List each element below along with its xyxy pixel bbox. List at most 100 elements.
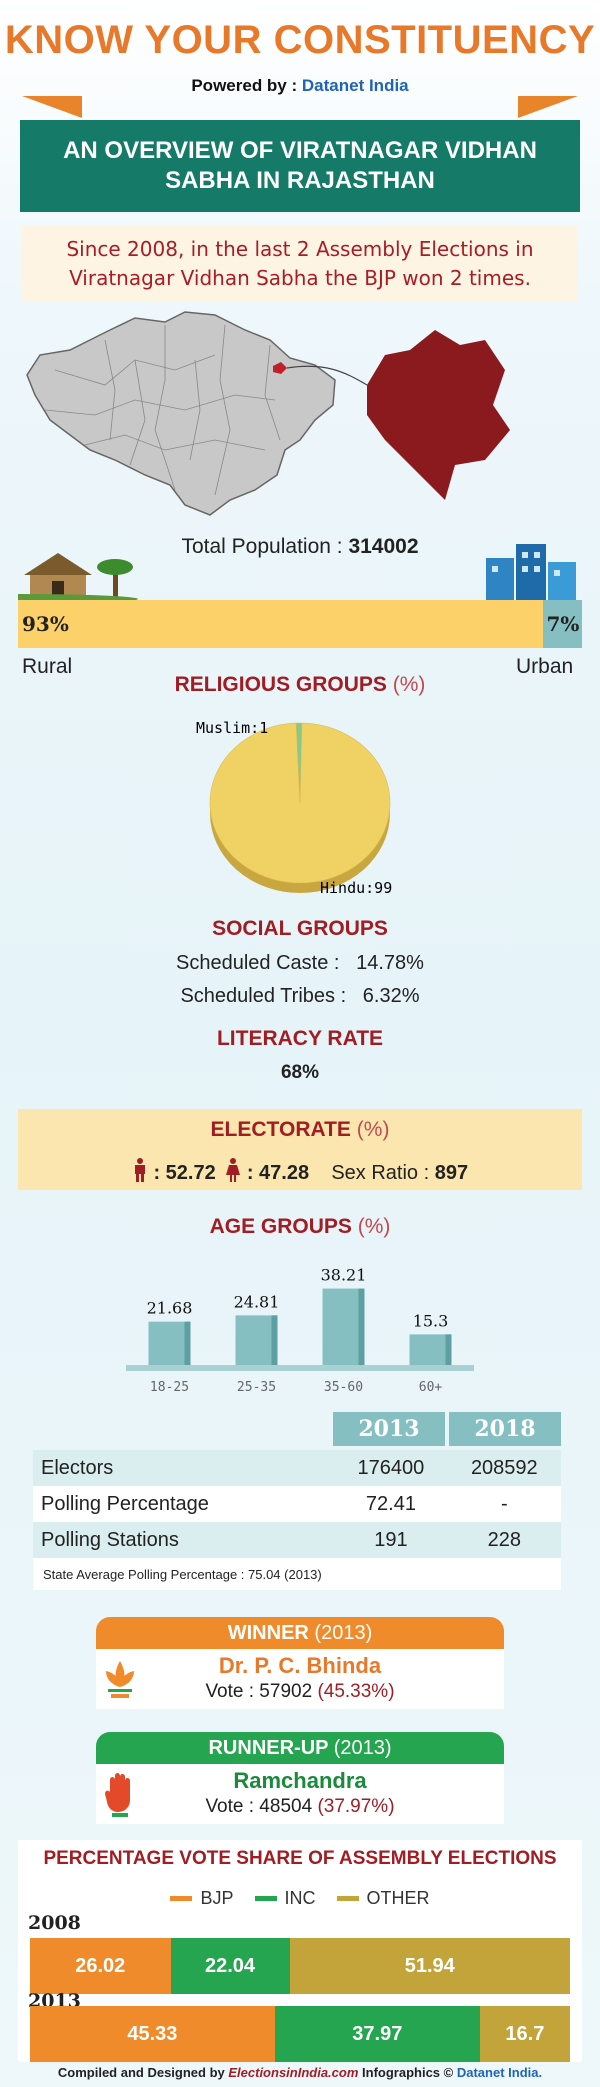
ribbon-left-corner	[22, 96, 82, 118]
age-bar	[235, 1315, 278, 1365]
bjp-lotus-icon	[106, 1661, 134, 1698]
summary-line-2: Viratnagar Vidhan Sabha the BJP won 2 ti…	[69, 266, 531, 290]
table-header-2013: 2013	[333, 1412, 445, 1446]
religious-groups-heading: RELIGIOUS GROUPS (%)	[0, 673, 600, 697]
table-row-label: Electors	[41, 1456, 114, 1479]
summary-line-1: Since 2008, in the last 2 Assembly Elect…	[66, 237, 534, 261]
table-header-2018: 2018	[449, 1412, 561, 1446]
legend-label-inc: INC	[284, 1888, 316, 1908]
electorate-heading: ELECTORATE (%)	[0, 1118, 600, 1142]
electorate-figures: : 52.72 : 47.28 Sex Ratio : 897	[0, 1158, 600, 1185]
powered-by-label: Powered by :	[191, 76, 298, 95]
table-cell-2018: 228	[487, 1528, 521, 1551]
footer-brand: Datanet India.	[456, 2065, 543, 2080]
footer-credit: Compiled and Designed by ElectionsinIndi…	[0, 2065, 600, 2080]
runner-up-vote: Vote : 48504 (37.97%)	[96, 1796, 504, 1818]
rural-pct-label: 93%	[22, 612, 69, 636]
winner-vote-pct: (45.33%)	[317, 1681, 395, 1702]
vote-share-segment-inc: 37.97	[274, 2006, 480, 2062]
total-population: Total Population : 314002	[0, 535, 600, 559]
religious-groups-title: RELIGIOUS GROUPS	[174, 673, 387, 696]
pie-label-muslim: Muslim:1	[196, 719, 268, 737]
winner-card: WINNER (2013) Dr. P. C. Bhinda Vote : 57…	[96, 1617, 504, 1709]
connector-line	[286, 365, 368, 386]
constituency-shape	[367, 330, 510, 500]
table-cell-2013: 191	[374, 1528, 408, 1551]
overview-banner: AN OVERVIEW OF VIRATNAGAR VIDHAN SABHA I…	[20, 120, 580, 212]
age-bar-shade	[445, 1334, 452, 1365]
footer-prefix: Compiled and Designed by	[57, 2065, 225, 2080]
winner-vote-count: Vote : 57902	[205, 1681, 313, 1702]
literacy-heading: LITERACY RATE	[216, 1027, 384, 1050]
runner-up-vote-pct: (37.97%)	[317, 1796, 395, 1817]
age-tick-label: 18-25	[150, 1380, 189, 1395]
rural-label: Rural	[22, 655, 73, 678]
age-bar-shade	[271, 1315, 278, 1365]
age-tick-label: 60+	[419, 1380, 443, 1395]
urban-bar: 7%	[542, 600, 582, 648]
vote-share-bar-2013: 45.33 37.97 16.7	[30, 2006, 570, 2062]
scheduled-tribes-row: Scheduled Tribes : 6.32%	[0, 985, 600, 1008]
winner-year: (2013)	[314, 1622, 373, 1644]
total-population-label: Total Population :	[181, 535, 343, 558]
age-tick-label: 25-35	[237, 1380, 276, 1395]
vote-share-segment-other: 51.94	[289, 1938, 570, 1994]
rajasthan-map	[26, 311, 510, 516]
religious-groups-unit: (%)	[392, 673, 426, 696]
age-bar-shade	[358, 1288, 365, 1365]
social-groups-heading: SOCIAL GROUPS	[212, 917, 388, 940]
runner-up-name: Ramchandra	[233, 1768, 367, 1793]
pie-label-hindu: Hindu:99	[320, 879, 392, 897]
scheduled-tribes-label: Scheduled Tribes :	[180, 985, 347, 1007]
year-label-2008: 2008	[28, 1912, 81, 1934]
page-title: KNOW YOUR CONSTITUENCY	[4, 18, 596, 62]
table-cell-2013: 72.41	[365, 1492, 416, 1515]
scheduled-caste-label: Scheduled Caste :	[176, 952, 340, 974]
city-buildings-icon	[486, 544, 576, 600]
table-cell-2013: 176400	[357, 1456, 425, 1479]
rural-bar: 93%	[18, 600, 543, 648]
age-tick-label: 35-60	[324, 1380, 363, 1395]
religion-pie-chart: Muslim:1 Hindu:99	[196, 719, 392, 897]
age-bar-value-label: 38.21	[321, 1266, 367, 1285]
sex-ratio-value: 897	[434, 1162, 469, 1184]
runner-up-year: (2013)	[333, 1737, 392, 1759]
table-row: Polling Percentage 72.41 -	[33, 1486, 561, 1522]
urban-label: Urban	[516, 655, 574, 678]
age-chart-baseline	[126, 1365, 474, 1371]
age-bar	[322, 1288, 365, 1365]
runner-up-vote-count: Vote : 48504	[205, 1796, 313, 1817]
vote-share-bar-2008: 26.02 22.04 51.94	[30, 1938, 570, 1994]
footer-site: ElectionsinIndia.com	[228, 2065, 359, 2080]
runner-up-header: RUNNER-UP (2013)	[96, 1732, 504, 1764]
state-average-note: State Average Polling Percentage : 75.04…	[33, 1558, 561, 1590]
table-row: Electors 176400 208592	[33, 1450, 561, 1486]
winner-header: WINNER (2013)	[96, 1617, 504, 1649]
age-bar	[409, 1334, 452, 1365]
rural-urban-bar: 93% 7%	[18, 600, 582, 648]
winner-vote: Vote : 57902 (45.33%)	[96, 1681, 504, 1703]
footer-mid: Infographics ©	[362, 2065, 454, 2080]
winner-title: WINNER	[227, 1622, 309, 1644]
age-groups-bar-chart: 21.68 18-25 24.81 25-35 38.21 35-60 15.3 60+	[126, 1266, 474, 1395]
electorate-title: ELECTORATE	[210, 1118, 351, 1141]
age-groups-unit: (%)	[357, 1215, 391, 1238]
constituency-marker	[273, 362, 287, 374]
banner-line-1: AN OVERVIEW OF VIRATNAGAR VIDHAN	[63, 137, 537, 164]
banner-line-2: SABHA IN RAJASTHAN	[165, 167, 435, 194]
scheduled-caste-value: 14.78%	[356, 952, 424, 974]
scheduled-caste-row: Scheduled Caste : 14.78%	[0, 952, 600, 975]
runner-up-title: RUNNER-UP	[208, 1737, 329, 1759]
rajasthan-state-outline	[26, 311, 336, 516]
electorate-unit: (%)	[356, 1118, 390, 1141]
vote-share-segment-inc: 22.04	[170, 1938, 290, 1994]
inc-hand-icon	[105, 1773, 130, 1817]
literacy-value: 68%	[280, 1062, 320, 1083]
table-header: 2013 2018	[333, 1412, 565, 1446]
legend-item-bjp: BJP	[170, 1888, 233, 1909]
age-groups-title: AGE GROUPS	[209, 1215, 352, 1238]
age-bar-value-label: 24.81	[234, 1292, 280, 1311]
legend-label-other: OTHER	[366, 1888, 430, 1908]
table-row-label: Polling Percentage	[41, 1492, 209, 1515]
election-stats-table: 2013 2018 Electors 176400 208592 Polling…	[33, 1412, 561, 1592]
